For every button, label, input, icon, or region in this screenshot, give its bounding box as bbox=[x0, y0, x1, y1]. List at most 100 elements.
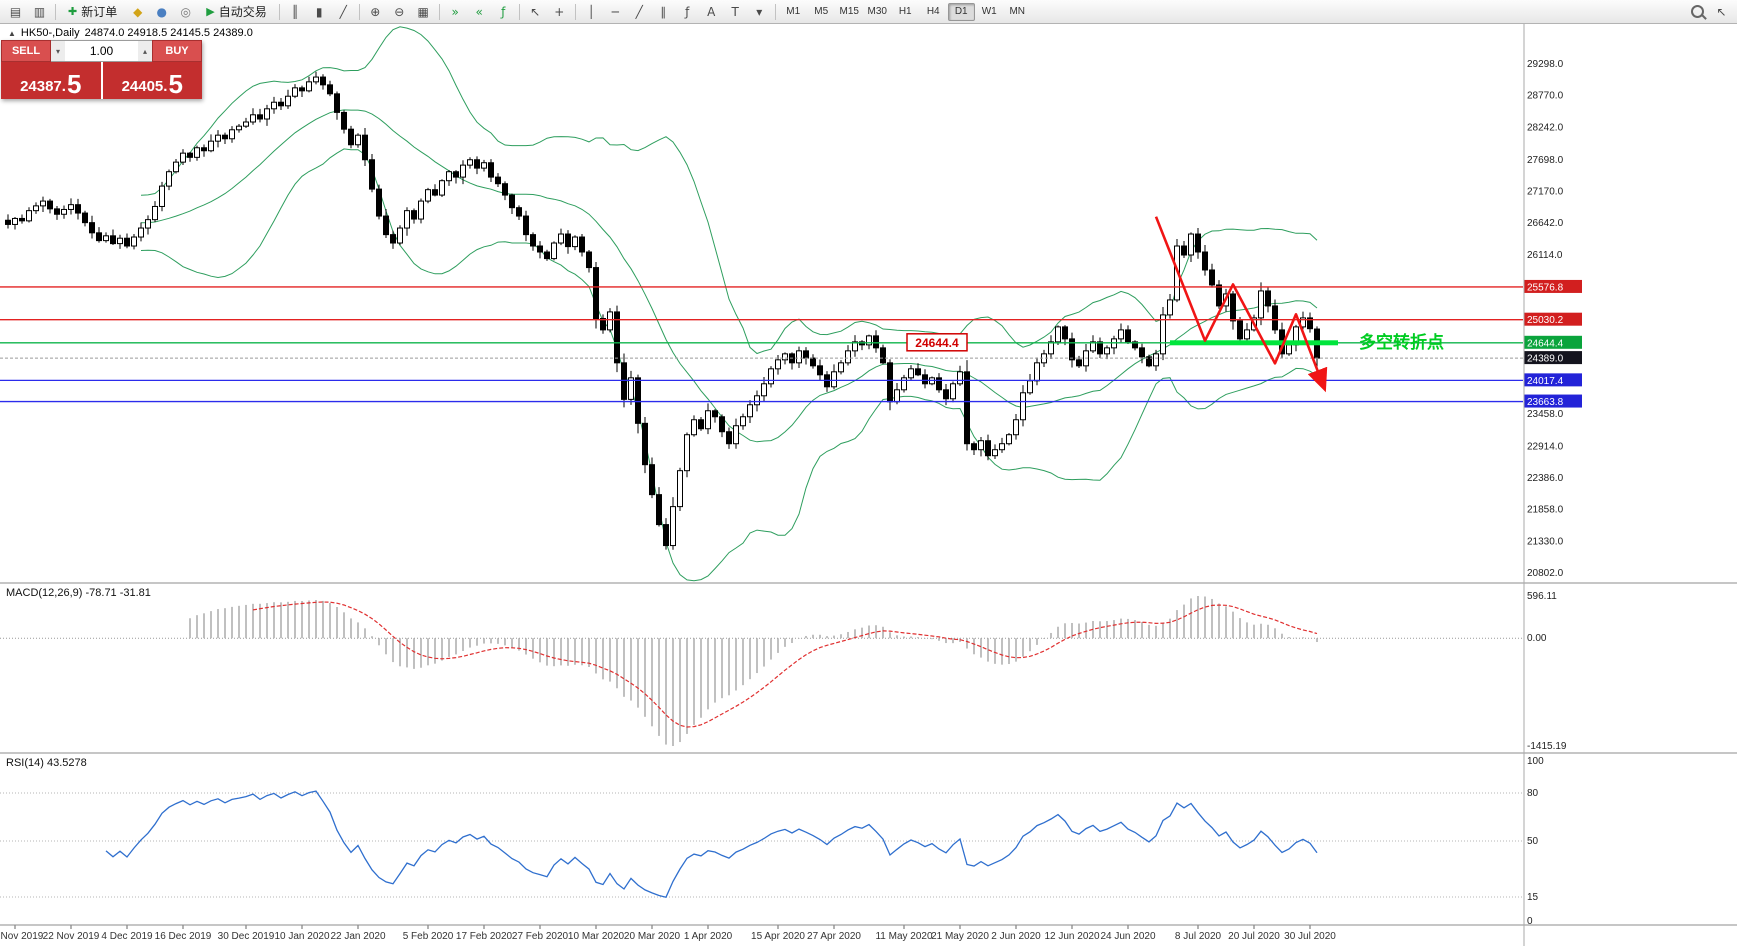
timeframe-W1-button[interactable]: W1 bbox=[976, 3, 1003, 21]
candlestick-series bbox=[5, 71, 1320, 550]
zoom-out-button[interactable]: ⊖ bbox=[388, 2, 411, 22]
one-click-trade-panel: SELL ▾ 1.00 ▴ BUY 24387. 5 24405. 5 bbox=[1, 40, 202, 99]
toolbar-separator bbox=[55, 3, 56, 20]
svg-text:24 Jun 2020: 24 Jun 2020 bbox=[1100, 931, 1155, 942]
price-callout-label[interactable]: 24644.4 bbox=[906, 333, 968, 352]
text-button[interactable]: A bbox=[700, 2, 723, 22]
tile-windows-icon: ▦ bbox=[417, 4, 429, 19]
timeframe-D1-button[interactable]: D1 bbox=[947, 2, 975, 21]
svg-text:30 Dec 2019: 30 Dec 2019 bbox=[218, 931, 275, 942]
toolbar-separator bbox=[358, 3, 360, 20]
bar-chart-icon: ║ bbox=[291, 4, 299, 19]
svg-text:27698.0: 27698.0 bbox=[1527, 155, 1564, 166]
lot-size-value[interactable]: 1.00 bbox=[89, 44, 114, 58]
search-icon bbox=[1691, 5, 1704, 18]
svg-text:22 Nov 2019: 22 Nov 2019 bbox=[43, 931, 100, 942]
svg-text:28242.0: 28242.0 bbox=[1527, 122, 1564, 133]
price-axis-tag: 25576.8 bbox=[1524, 279, 1582, 293]
timeframe-H1-button[interactable]: H1 bbox=[892, 3, 919, 21]
metaeditor-button[interactable]: ◆ bbox=[126, 2, 149, 22]
svg-text:23663.8: 23663.8 bbox=[1527, 397, 1564, 408]
svg-text:10 Mar 2020: 10 Mar 2020 bbox=[568, 931, 625, 942]
timeframe-M5-button[interactable]: M5 bbox=[808, 3, 835, 21]
community-button[interactable]: ◎ bbox=[174, 2, 197, 22]
lot-size-input[interactable]: ▾ 1.00 ▴ bbox=[51, 40, 152, 62]
auto-trading-button[interactable]: ▶ 自动交易 bbox=[198, 2, 274, 22]
metaeditor-icon: ◆ bbox=[133, 4, 143, 19]
trade-panel-toggle-icon[interactable]: ▲ bbox=[8, 28, 16, 38]
indicators-button[interactable]: ƒ bbox=[492, 2, 515, 22]
svg-text:596.11: 596.11 bbox=[1527, 591, 1557, 602]
trend-annotation-arrows[interactable] bbox=[1154, 216, 1328, 393]
new-chart-button[interactable]: ▤ bbox=[4, 2, 27, 22]
tile-windows-button[interactable]: ▦ bbox=[412, 2, 435, 22]
svg-text:22386.0: 22386.0 bbox=[1527, 473, 1564, 484]
sell-button[interactable]: SELL bbox=[1, 40, 51, 62]
main-toolbar: ▤ ▥ ✚ 新订单 ◆ ● ◎ ▶ 自动交易 ║ ▮ ╱ ⊕ ⊖ ▦ » « ƒ ↖ + │ ─ ╱ ∥ ƒ A T ▾ M1 M5 M15… bbox=[0, 0, 1737, 24]
label-button[interactable]: T bbox=[724, 2, 747, 22]
timeframe-M30-button[interactable]: M30 bbox=[864, 3, 891, 21]
globe-icon: ◎ bbox=[180, 4, 191, 19]
svg-text:8 Jul 2020: 8 Jul 2020 bbox=[1175, 931, 1222, 942]
new-order-button[interactable]: ✚ 新订单 bbox=[60, 2, 125, 22]
channel-button[interactable]: ∥ bbox=[652, 2, 675, 22]
bar-chart-button[interactable]: ║ bbox=[284, 2, 307, 22]
turning-point-line[interactable] bbox=[1170, 340, 1338, 346]
chart-shift-button[interactable]: « bbox=[468, 2, 491, 22]
auto-scroll-button[interactable]: » bbox=[444, 2, 467, 22]
zoom-in-icon: ⊕ bbox=[370, 4, 381, 19]
timeframe-MN-button[interactable]: MN bbox=[1004, 3, 1031, 21]
toolbar-separator bbox=[518, 3, 520, 20]
auto-trading-button-label: 自动交易 bbox=[218, 5, 267, 19]
price-axis[interactable]: 29298.0 28770.0 28242.0 27698.0 27170.0 26642… bbox=[1524, 59, 1582, 579]
shapes-button[interactable]: ▾ bbox=[748, 2, 771, 22]
svg-text:4 Dec 2019: 4 Dec 2019 bbox=[101, 931, 153, 942]
cursor-icon: ↖ bbox=[1716, 4, 1727, 19]
candlestick-chart-button[interactable]: ▮ bbox=[308, 2, 331, 22]
svg-text:26114.0: 26114.0 bbox=[1527, 250, 1563, 261]
new-chart-icon: ▤ bbox=[9, 4, 22, 19]
svg-text:20 Jul 2020: 20 Jul 2020 bbox=[1228, 931, 1280, 942]
svg-text:12 Nov 2019: 12 Nov 2019 bbox=[0, 931, 44, 942]
zoom-in-button[interactable]: ⊕ bbox=[364, 2, 387, 22]
timeframe-M15-button[interactable]: M15 bbox=[836, 3, 863, 21]
horizontal-line-icon: ─ bbox=[611, 4, 619, 19]
buy-price[interactable]: 24405. 5 bbox=[102, 62, 202, 99]
trendline-icon: ╱ bbox=[635, 4, 643, 19]
timeframe-H4-button[interactable]: H4 bbox=[920, 3, 947, 21]
sell-price[interactable]: 24387. 5 bbox=[1, 62, 101, 99]
svg-text:27 Apr 2020: 27 Apr 2020 bbox=[807, 931, 861, 942]
vertical-line-button[interactable]: │ bbox=[580, 2, 603, 22]
svg-text:24644.4: 24644.4 bbox=[1527, 338, 1564, 349]
svg-text:23458.0: 23458.0 bbox=[1527, 409, 1564, 420]
user-icon: ● bbox=[156, 4, 167, 19]
lot-increase-button[interactable]: ▴ bbox=[138, 41, 152, 61]
svg-text:16 Dec 2019: 16 Dec 2019 bbox=[155, 931, 212, 942]
toolbar-separator bbox=[774, 3, 776, 20]
svg-text:12 Jun 2020: 12 Jun 2020 bbox=[1044, 931, 1099, 942]
svg-text:24644.4: 24644.4 bbox=[915, 336, 959, 350]
price-axis-tag: 24017.4 bbox=[1524, 373, 1582, 387]
fibonacci-button[interactable]: ƒ bbox=[676, 2, 699, 22]
svg-text:26642.0: 26642.0 bbox=[1527, 218, 1564, 229]
svg-text:2 Jun 2020: 2 Jun 2020 bbox=[991, 931, 1041, 942]
accounts-button[interactable]: ● bbox=[150, 2, 173, 22]
horizontal-line-button[interactable]: ─ bbox=[604, 2, 627, 22]
bollinger-band-line bbox=[140, 26, 1318, 355]
cursor-button[interactable]: ↖ bbox=[524, 2, 547, 22]
chart-canvas[interactable]: 24644.4 多空转折点 29298.0 28770.0 28242.0 27698.0… bbox=[0, 24, 1737, 951]
lot-decrease-button[interactable]: ▾ bbox=[51, 41, 65, 61]
svg-text:30 Jul 2020: 30 Jul 2020 bbox=[1284, 931, 1336, 942]
svg-text:21858.0: 21858.0 bbox=[1527, 505, 1564, 516]
turning-point-note[interactable]: 多空转折点 bbox=[1359, 332, 1444, 352]
line-chart-button[interactable]: ╱ bbox=[332, 2, 355, 22]
text-icon: A bbox=[707, 4, 716, 19]
buy-button[interactable]: BUY bbox=[152, 40, 202, 62]
profiles-button[interactable]: ▥ bbox=[28, 2, 51, 22]
crosshair-button[interactable]: + bbox=[548, 2, 571, 22]
search-button[interactable] bbox=[1686, 2, 1709, 22]
trendline-button[interactable]: ╱ bbox=[628, 2, 651, 22]
timeframe-M1-button[interactable]: M1 bbox=[780, 3, 807, 21]
pointer-options-button[interactable]: ↖ bbox=[1710, 2, 1733, 22]
